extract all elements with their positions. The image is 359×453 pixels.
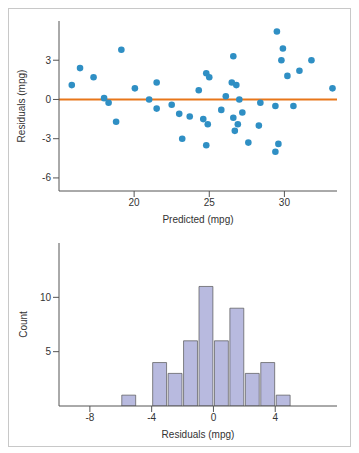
svg-text:Predicted (mpg): Predicted (mpg) — [162, 214, 233, 225]
svg-text:Count: Count — [18, 311, 29, 338]
svg-text:20: 20 — [129, 197, 141, 208]
svg-text:-4: -4 — [147, 412, 156, 423]
svg-text:0: 0 — [211, 412, 217, 423]
svg-text:Residuals (mpg): Residuals (mpg) — [162, 429, 235, 440]
svg-text:10: 10 — [40, 292, 52, 303]
svg-text:25: 25 — [204, 197, 216, 208]
svg-text:-8: -8 — [85, 412, 94, 423]
svg-text:-6: -6 — [42, 172, 51, 183]
svg-text:3: 3 — [45, 55, 51, 66]
svg-text:0: 0 — [45, 94, 51, 105]
svg-text:4: 4 — [272, 412, 278, 423]
svg-text:Residuals (mpg): Residuals (mpg) — [16, 70, 27, 143]
svg-text:-3: -3 — [42, 133, 51, 144]
svg-text:5: 5 — [45, 346, 51, 357]
svg-text:30: 30 — [279, 197, 291, 208]
